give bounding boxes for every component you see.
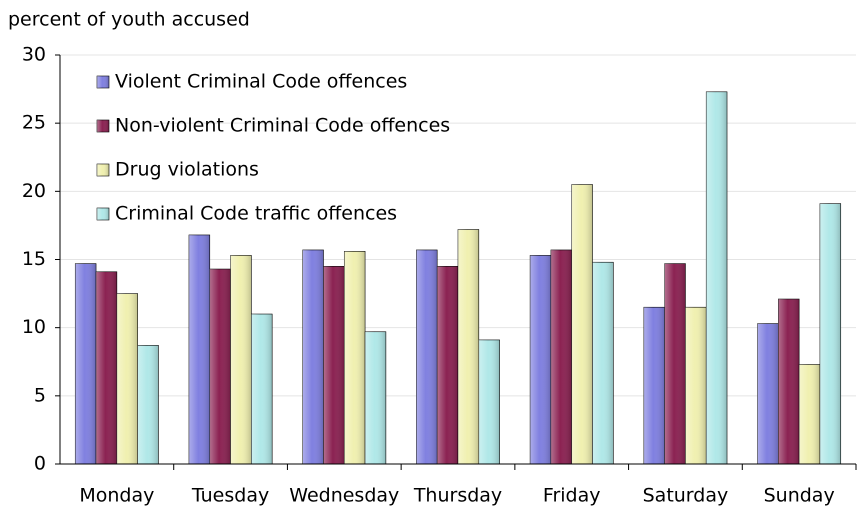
bar bbox=[436, 266, 459, 465]
bar bbox=[364, 331, 387, 465]
bar bbox=[209, 268, 231, 465]
bar bbox=[251, 313, 273, 465]
legend-label: Non-violent Criminal Code offences bbox=[115, 115, 450, 137]
bar bbox=[343, 251, 366, 465]
legend-label: Drug violations bbox=[115, 159, 259, 181]
legend-swatch bbox=[96, 119, 110, 133]
bar bbox=[137, 345, 159, 465]
x-tick-label: Thursday bbox=[413, 485, 502, 506]
legend-label: Violent Criminal Code offences bbox=[115, 71, 407, 93]
bar bbox=[323, 266, 345, 465]
legend-swatch bbox=[96, 163, 110, 177]
x-tick-label: Friday bbox=[543, 485, 601, 506]
bar bbox=[664, 263, 686, 465]
y-tick-label: 15 bbox=[22, 248, 46, 270]
x-tick-label: Saturday bbox=[643, 485, 729, 506]
legend: Violent Criminal Code offences Non-violen… bbox=[96, 71, 450, 225]
x-tick-label: Wednesday bbox=[289, 485, 399, 506]
bar bbox=[643, 306, 665, 465]
x-tick-label: Sunday bbox=[764, 485, 835, 506]
bar bbox=[592, 261, 614, 465]
bar bbox=[478, 339, 500, 465]
bar bbox=[778, 298, 800, 465]
legend-label: Criminal Code traffic offences bbox=[115, 203, 397, 225]
y-tick-label: 25 bbox=[22, 112, 46, 134]
bar bbox=[116, 293, 138, 465]
bar bbox=[685, 306, 707, 465]
legend-swatch bbox=[96, 75, 110, 89]
bar bbox=[705, 91, 728, 465]
bar bbox=[571, 184, 593, 465]
bar bbox=[529, 255, 552, 465]
y-axis-label: percent of youth accused bbox=[8, 9, 250, 31]
bar bbox=[819, 203, 842, 465]
bar bbox=[798, 364, 821, 465]
bar bbox=[95, 271, 118, 465]
y-tick-label: 0 bbox=[34, 453, 46, 475]
bar bbox=[74, 263, 97, 465]
x-tick-label: Monday bbox=[79, 485, 154, 506]
bar bbox=[230, 255, 252, 465]
bar bbox=[457, 229, 480, 465]
y-tick-label: 20 bbox=[22, 180, 46, 202]
legend-swatch bbox=[96, 207, 110, 221]
bar bbox=[302, 249, 324, 465]
x-tick-label: Tuesday bbox=[191, 485, 269, 506]
bar bbox=[550, 249, 573, 465]
y-tick-label: 10 bbox=[22, 316, 46, 338]
bar bbox=[757, 323, 779, 465]
bar bbox=[416, 249, 438, 465]
y-tick-label: 30 bbox=[22, 44, 46, 66]
y-tick-label: 5 bbox=[34, 384, 46, 406]
bar bbox=[188, 234, 211, 465]
